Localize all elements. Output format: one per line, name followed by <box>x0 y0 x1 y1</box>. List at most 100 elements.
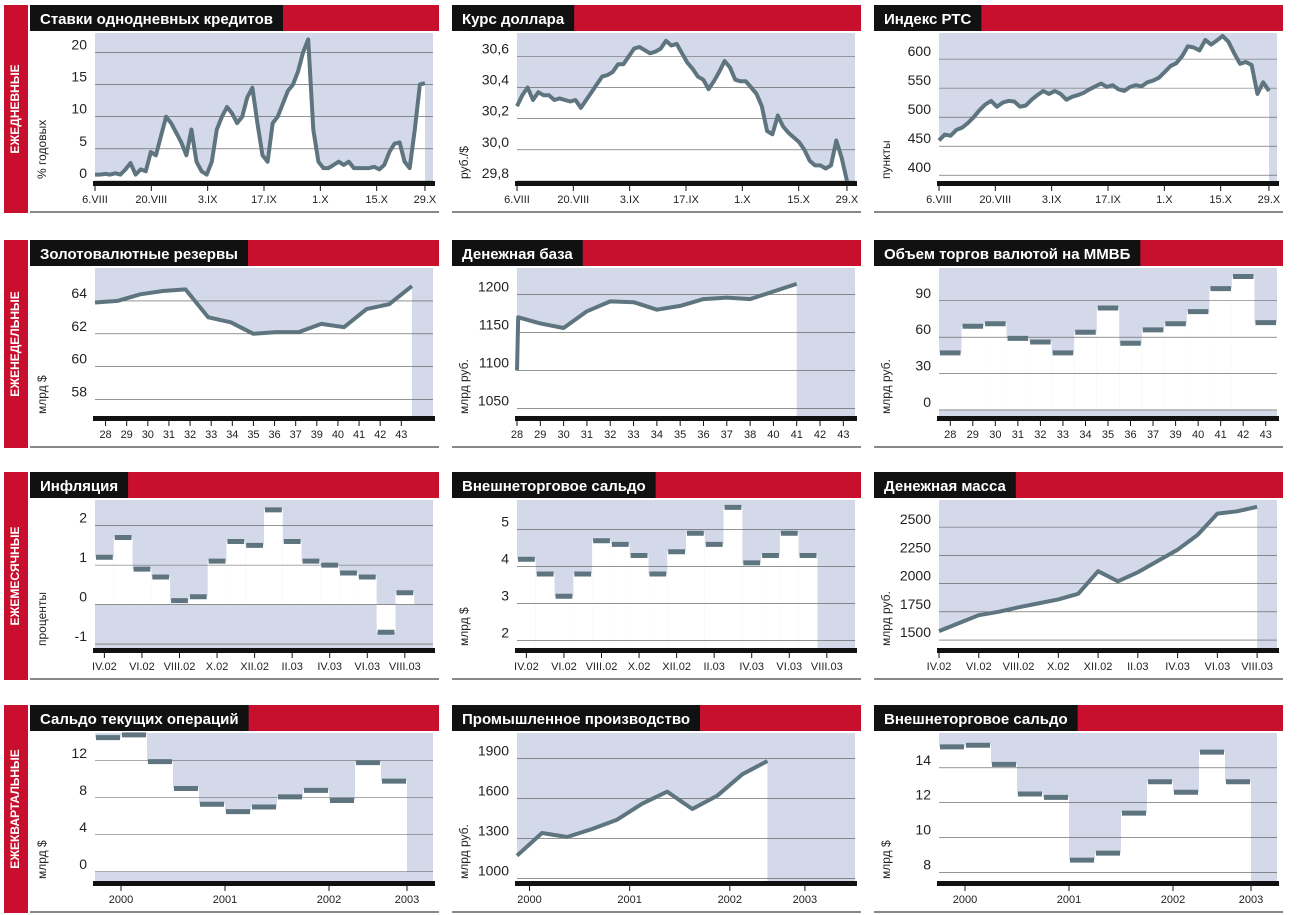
x-tick-label: VI.03 <box>1205 661 1231 673</box>
step-column <box>1209 288 1232 410</box>
step-column <box>554 596 574 648</box>
x-tick-label: 36 <box>1124 429 1136 441</box>
row-label-3: ЕЖЕКВАРТАЛЬНЫЕ <box>4 705 28 913</box>
step-column <box>320 565 340 605</box>
x-tick-label: 3.IX <box>198 194 218 206</box>
x-tick-label: X.02 <box>628 661 651 673</box>
step-column <box>1254 322 1277 410</box>
step-column <box>1121 813 1147 881</box>
x-axis-bar <box>93 181 435 186</box>
x-axis-bar <box>937 181 1279 186</box>
step-column <box>329 800 355 872</box>
y-tick-label: -1 <box>75 628 88 644</box>
step-column <box>1095 853 1121 881</box>
x-tick-label: 2002 <box>1161 894 1185 906</box>
y-tick-label: 1000 <box>478 862 509 878</box>
row-label-bar <box>4 5 28 213</box>
step-column <box>1029 342 1052 410</box>
x-tick-label: 17.IX <box>251 194 277 206</box>
x-tick-label: 2001 <box>617 894 641 906</box>
x-tick-label: 42 <box>814 429 826 441</box>
y-tick-label: 1200 <box>478 279 509 295</box>
x-tick-label: VI.03 <box>776 661 802 673</box>
x-tick-label: 37 <box>1147 429 1159 441</box>
x-tick-label: 36 <box>697 429 709 441</box>
y-tick-label: 60 <box>71 351 87 367</box>
x-tick-label: 3.IX <box>620 194 640 206</box>
chart-title-block <box>874 705 1078 731</box>
x-tick-label: 6.VIII <box>504 194 530 206</box>
chart-title: Внешнеторговое сальдо <box>462 478 646 495</box>
y-tick-label: 30,6 <box>482 40 509 56</box>
x-tick-label: II.03 <box>703 661 724 673</box>
y-tick-label: 1050 <box>478 392 509 408</box>
x-tick-label: 20.VIII <box>135 194 167 206</box>
step-column <box>395 592 415 605</box>
chart-title-block <box>30 472 129 498</box>
step-column <box>207 561 227 605</box>
x-tick-label: 41 <box>353 429 365 441</box>
step-column <box>381 781 407 872</box>
step-column <box>742 562 762 648</box>
x-tick-label: VIII.02 <box>164 661 196 673</box>
step-column <box>1199 752 1225 881</box>
x-tick-label: VI.03 <box>354 661 380 673</box>
y-tick-label: 58 <box>71 384 87 400</box>
step-column <box>761 555 780 648</box>
x-tick-label: 17.IX <box>1095 194 1121 206</box>
step-column <box>1119 343 1142 410</box>
step-column <box>991 764 1017 881</box>
chart-title: Внешнеторговое сальдо <box>884 711 1068 728</box>
step-column <box>1043 797 1069 881</box>
y-tick-label: 1100 <box>479 354 509 370</box>
x-tick-label: 1.X <box>312 194 329 206</box>
step-column <box>301 561 321 605</box>
row-label-text: ЕЖЕКВАРТАЛЬНЫЕ <box>8 749 22 869</box>
row-label-text: ЕЖЕДНЕВНЫЕ <box>8 64 22 153</box>
step-column <box>798 555 818 648</box>
x-tick-label: IV.03 <box>739 661 764 673</box>
y-tick-label: 15 <box>71 68 87 84</box>
x-tick-label: 30 <box>142 429 154 441</box>
x-tick-label: 30 <box>557 429 569 441</box>
x-tick-label: X.02 <box>1047 661 1070 673</box>
step-column <box>1186 311 1210 410</box>
series-line <box>94 284 414 336</box>
x-tick-label: 15.X <box>787 194 810 206</box>
y-tick-label: 30 <box>915 358 931 374</box>
x-tick-label: 32 <box>184 429 196 441</box>
step-column <box>1074 332 1097 410</box>
x-tick-label: 6.VIII <box>82 194 108 206</box>
step-column <box>1141 329 1165 410</box>
x-tick-label: VIII.03 <box>811 661 843 673</box>
step-column <box>1096 308 1120 410</box>
y-tick-label: 400 <box>908 159 932 175</box>
row-label-bar <box>4 705 28 913</box>
y-tick-label: 30,0 <box>482 134 509 150</box>
chart-title: Инфляция <box>40 478 118 495</box>
x-axis-bar <box>515 416 857 421</box>
x-tick-label: 20.VIII <box>557 194 589 206</box>
x-tick-label: 43 <box>395 429 407 441</box>
x-tick-label: IV.02 <box>92 661 117 673</box>
x-tick-label: 2000 <box>517 894 541 906</box>
x-tick-label: VIII.03 <box>389 661 421 673</box>
step-column <box>629 555 649 648</box>
y-tick-label: 600 <box>908 43 932 59</box>
x-tick-label: 41 <box>791 429 803 441</box>
step-column <box>984 323 1007 410</box>
x-tick-label: VI.02 <box>966 661 992 673</box>
chart-title: Золотовалютные резервы <box>40 246 238 263</box>
y-tick-label: 60 <box>915 321 931 337</box>
x-tick-label: 17.IX <box>673 194 699 206</box>
x-tick-label: 38 <box>744 429 756 441</box>
x-tick-label: 31 <box>1012 429 1024 441</box>
series-line <box>515 759 769 858</box>
chart-title: Денежная масса <box>884 478 1006 495</box>
x-tick-label: 35 <box>674 429 686 441</box>
x-tick-label: 2003 <box>395 894 419 906</box>
y-axis-label: млрд руб. <box>879 359 893 414</box>
x-tick-label: 43 <box>1260 429 1272 441</box>
x-tick-label: 2003 <box>1239 894 1263 906</box>
x-tick-label: 29.X <box>1258 194 1281 206</box>
